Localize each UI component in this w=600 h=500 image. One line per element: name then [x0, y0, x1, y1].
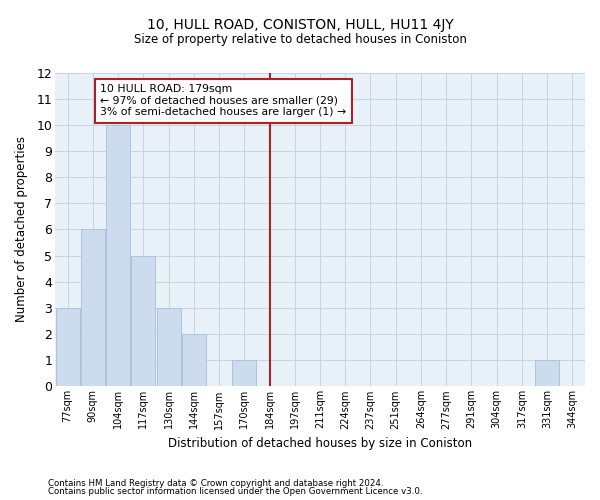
Text: 10 HULL ROAD: 179sqm
← 97% of detached houses are smaller (29)
3% of semi-detach: 10 HULL ROAD: 179sqm ← 97% of detached h… — [100, 84, 347, 117]
Bar — [131, 256, 155, 386]
Text: Contains public sector information licensed under the Open Government Licence v3: Contains public sector information licen… — [48, 487, 422, 496]
Text: 10, HULL ROAD, CONISTON, HULL, HU11 4JY: 10, HULL ROAD, CONISTON, HULL, HU11 4JY — [146, 18, 454, 32]
Bar — [535, 360, 559, 386]
Y-axis label: Number of detached properties: Number of detached properties — [15, 136, 28, 322]
Bar — [232, 360, 256, 386]
Bar — [56, 308, 80, 386]
Bar — [81, 230, 105, 386]
Text: Contains HM Land Registry data © Crown copyright and database right 2024.: Contains HM Land Registry data © Crown c… — [48, 478, 383, 488]
Bar — [106, 125, 130, 386]
Bar — [157, 308, 181, 386]
Bar — [182, 334, 206, 386]
X-axis label: Distribution of detached houses by size in Coniston: Distribution of detached houses by size … — [168, 437, 472, 450]
Text: Size of property relative to detached houses in Coniston: Size of property relative to detached ho… — [134, 32, 466, 46]
